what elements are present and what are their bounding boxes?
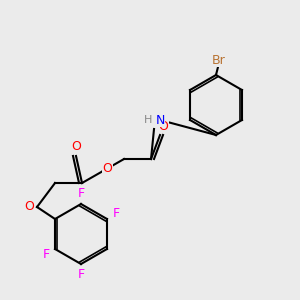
Text: F: F [42,248,50,261]
Text: F: F [77,187,85,200]
Text: Br: Br [212,53,226,67]
Text: H: H [144,115,152,125]
Text: F: F [112,207,120,220]
Text: N: N [155,113,165,127]
Text: O: O [158,119,168,133]
Text: O: O [71,140,81,154]
Text: F: F [77,268,85,281]
Text: O: O [103,161,112,175]
Text: O: O [25,200,34,214]
